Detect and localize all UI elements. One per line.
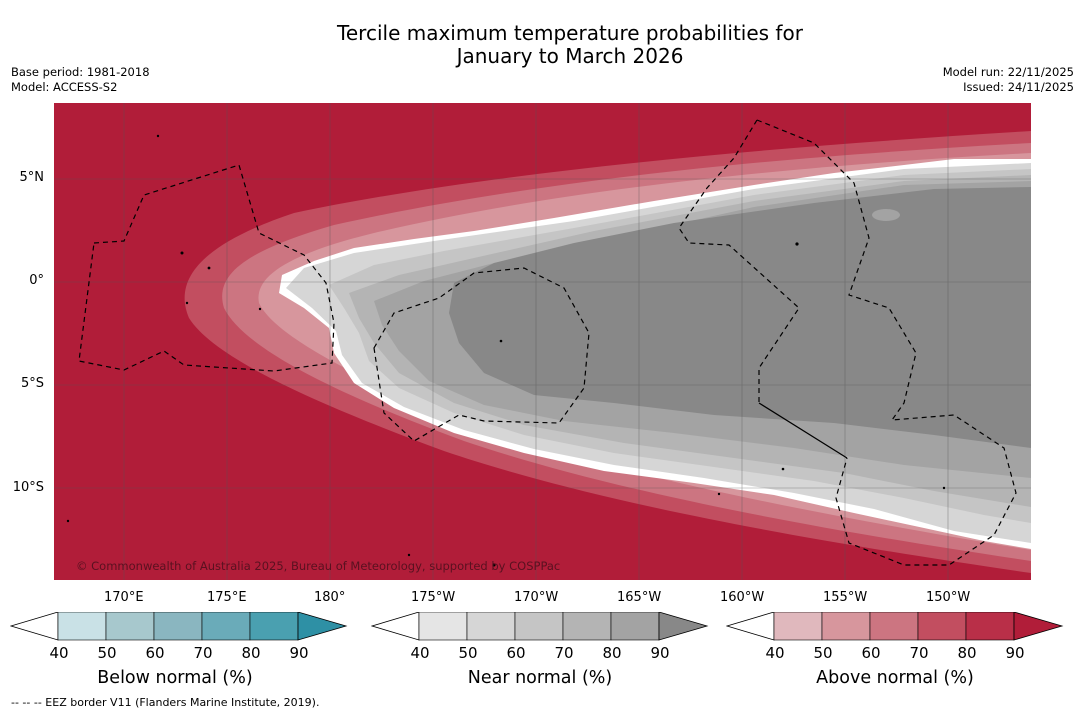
cb-near-tick-40: 40	[410, 644, 430, 662]
cb-above-tick-50: 50	[813, 644, 833, 662]
cb-below-title: Below normal (%)	[97, 668, 253, 688]
lat-label-0: 0°	[29, 273, 44, 288]
eez-legend-footer: -- -- -- EEZ border V11 (Flanders Marine…	[11, 696, 320, 709]
lon-label-150w: 150°W	[926, 590, 971, 605]
cb-near-seg-4	[562, 612, 612, 641]
cb-near-arrow-right	[658, 612, 709, 641]
cb-near-tick-90: 90	[650, 644, 670, 662]
chart-title: Tercile maximum temperature probabilitie…	[270, 22, 870, 68]
cb-below-tick-40: 40	[49, 644, 69, 662]
cb-above-tick-40: 40	[765, 644, 785, 662]
lon-label-175w: 175°W	[411, 590, 456, 605]
cb-below-arrow-right	[297, 612, 348, 641]
model-name: Model: ACCESS-S2	[11, 80, 118, 94]
lon-label-180: 180°	[314, 590, 346, 605]
meta-left: Base period: 1981-2018 Model: ACCESS-S2	[11, 65, 150, 95]
cb-below-tick-70: 70	[193, 644, 213, 662]
cb-above-arrow-left	[726, 612, 775, 641]
cb-above-title: Above normal (%)	[816, 668, 974, 688]
cb-near-tick-50: 50	[458, 644, 478, 662]
cb-near-seg-3	[514, 612, 564, 641]
cb-below-arrow-left	[10, 612, 59, 641]
gridlines	[54, 103, 1031, 580]
islands	[66, 134, 946, 567]
base-period: Base period: 1981-2018	[11, 65, 150, 79]
cb-below-tick-50: 50	[97, 644, 117, 662]
cb-above-seg-4	[917, 612, 967, 641]
cb-below-seg-2	[105, 612, 155, 641]
lat-label-10s: 10°S	[12, 480, 44, 495]
model-run: Model run: 22/11/2025	[942, 65, 1074, 79]
cb-near-tick-70: 70	[554, 644, 574, 662]
lon-label-175e: 175°E	[207, 590, 247, 605]
colorbar-near	[371, 612, 709, 641]
cb-near-seg-2	[466, 612, 516, 641]
lon-label-165w: 165°W	[617, 590, 662, 605]
cb-near-title: Near normal (%)	[467, 668, 613, 688]
title-line-2: January to March 2026	[456, 44, 684, 68]
cb-above-tick-80: 80	[957, 644, 977, 662]
copyright-text: © Commonwealth of Australia 2025, Bureau…	[76, 559, 560, 573]
cb-below-seg-4	[201, 612, 251, 641]
cb-near-arrow-left	[371, 612, 420, 641]
cb-above-seg-3	[869, 612, 919, 641]
eez-borders	[78, 119, 1017, 566]
lon-label-170e: 170°E	[104, 590, 144, 605]
grey-patch	[872, 209, 900, 221]
lat-label-5n: 5°N	[19, 170, 45, 185]
cb-near-tick-60: 60	[506, 644, 526, 662]
eez-border-solid	[758, 402, 848, 459]
colorbar-above	[726, 612, 1064, 641]
cb-near-tick-80: 80	[602, 644, 622, 662]
cb-below-seg-5	[249, 612, 299, 641]
title-line-1: Tercile maximum temperature probabilitie…	[337, 21, 803, 45]
issued-date: Issued: 24/11/2025	[963, 80, 1074, 94]
colorbar-below	[10, 612, 348, 641]
cb-near-seg-5	[610, 612, 660, 641]
cb-above-seg-5	[965, 612, 1015, 641]
near-band-80	[449, 187, 1031, 448]
probability-map: © Commonwealth of Australia 2025, Bureau…	[54, 103, 1031, 580]
cb-above-tick-60: 60	[861, 644, 881, 662]
meta-right: Model run: 22/11/2025 Issued: 24/11/2025	[943, 65, 1074, 95]
cb-above-seg-2	[821, 612, 871, 641]
lon-label-155w: 155°W	[823, 590, 868, 605]
cb-below-tick-60: 60	[145, 644, 165, 662]
lat-label-5s: 5°S	[20, 376, 44, 391]
lon-label-170w: 170°W	[514, 590, 559, 605]
cb-near-seg-1	[418, 612, 468, 641]
cb-above-arrow-right	[1013, 612, 1064, 641]
cb-above-tick-70: 70	[909, 644, 929, 662]
cb-below-tick-80: 80	[241, 644, 261, 662]
lon-label-160w: 160°W	[720, 590, 765, 605]
cb-below-tick-90: 90	[289, 644, 309, 662]
cb-above-tick-90: 90	[1005, 644, 1025, 662]
cb-below-seg-1	[57, 612, 107, 641]
cb-below-seg-3	[153, 612, 203, 641]
cb-above-seg-1	[773, 612, 823, 641]
